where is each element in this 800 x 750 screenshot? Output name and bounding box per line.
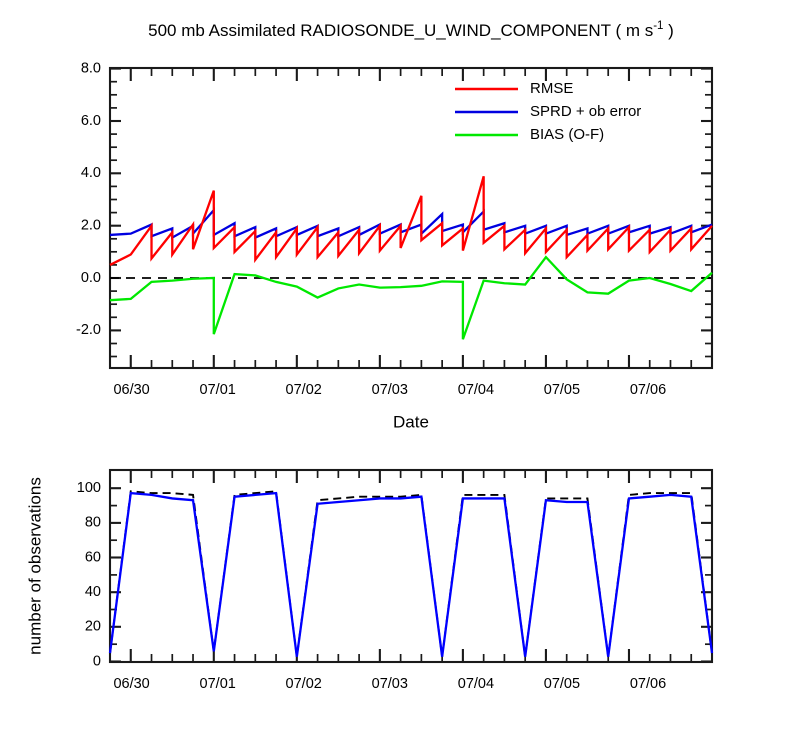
bottom-x-tick-label-3: 07/03 — [372, 676, 408, 692]
bottom-x-tick-label-2: 07/02 — [286, 676, 322, 692]
series-line-obs-used — [110, 493, 712, 657]
bottom-y-axis: 100 80 60 40 20 0 — [77, 480, 712, 669]
bottom-y-tick-label-5: 0 — [93, 653, 101, 669]
legend-label-rmse: RMSE — [530, 80, 573, 97]
bottom-y-tick-label-1: 80 — [85, 515, 101, 531]
bottom-y-tick-label-0: 100 — [77, 480, 101, 496]
bottom-x-tick-label-5: 07/05 — [544, 676, 580, 692]
bottom-y-tick-label-2: 60 — [85, 549, 101, 565]
bottom-x-tick-label-4: 07/04 — [458, 676, 494, 692]
bottom-x-tick-labels: 06/30 07/01 07/02 07/03 07/04 07/05 07/0… — [113, 676, 666, 692]
top-x-tick-labels: 06/30 07/01 07/02 07/03 07/04 07/05 07/0… — [113, 382, 666, 398]
series-line-rmse — [110, 176, 712, 265]
top-x-tick-label-2: 07/02 — [286, 382, 322, 398]
top-x-tick-label-1: 07/01 — [200, 382, 236, 398]
legend-label-sprd: SPRD + ob error — [530, 103, 641, 120]
figure-root: 500 mb Assimilated RADIOSONDE_U_WIND_COM… — [0, 0, 800, 750]
series-line-obs-possible — [110, 491, 712, 656]
bottom-x-tick-label-6: 07/06 — [630, 676, 666, 692]
top-y-tick-label-1: 6.0 — [81, 113, 101, 129]
top-y-tick-label-2: 4.0 — [81, 165, 101, 181]
bottom-x-axis-ticks — [110, 470, 712, 662]
top-x-tick-label-5: 07/05 — [544, 382, 580, 398]
top-x-axis-label: Date — [393, 412, 429, 431]
chart-title-main: 500 mb Assimilated RADIOSONDE_U_WIND_COM… — [148, 21, 653, 40]
bottom-y-tick-label-4: 20 — [85, 619, 101, 635]
top-x-tick-label-4: 07/04 — [458, 382, 494, 398]
top-y-tick-label-4: 0.0 — [81, 270, 101, 286]
series-line-bias — [110, 257, 712, 339]
bottom-panel: number of observations 100 80 60 40 20 — [25, 470, 712, 692]
top-series-group — [110, 176, 712, 339]
chart-title-suffix: ) — [663, 21, 673, 40]
bottom-series-group — [110, 491, 712, 656]
bottom-y-tick-label-3: 40 — [85, 584, 101, 600]
bottom-x-tick-label-1: 07/01 — [200, 676, 236, 692]
chart-figure: 500 mb Assimilated RADIOSONDE_U_WIND_COM… — [0, 0, 800, 750]
bottom-y-minor-ticks — [110, 506, 712, 645]
top-x-tick-label-3: 07/03 — [372, 382, 408, 398]
top-y-tick-label-0: 8.0 — [81, 60, 101, 76]
chart-title-exponent: -1 — [653, 20, 663, 32]
top-panel: 500 mb Assimilated RADIOSONDE_U_WIND_COM… — [76, 20, 712, 431]
chart-title: 500 mb Assimilated RADIOSONDE_U_WIND_COM… — [148, 20, 674, 40]
legend-label-bias: BIAS (O-F) — [530, 126, 604, 143]
top-x-tick-label-0: 06/30 — [113, 382, 149, 398]
bottom-x-tick-label-0: 06/30 — [113, 676, 149, 692]
bottom-plot-frame — [110, 470, 712, 662]
top-y-tick-label-5: -2.0 — [76, 322, 101, 338]
bottom-y-axis-label: number of observations — [25, 477, 44, 655]
legend: RMSE SPRD + ob error BIAS (O-F) — [455, 80, 641, 143]
top-x-tick-label-6: 07/06 — [630, 382, 666, 398]
top-y-tick-label-3: 2.0 — [81, 218, 101, 234]
